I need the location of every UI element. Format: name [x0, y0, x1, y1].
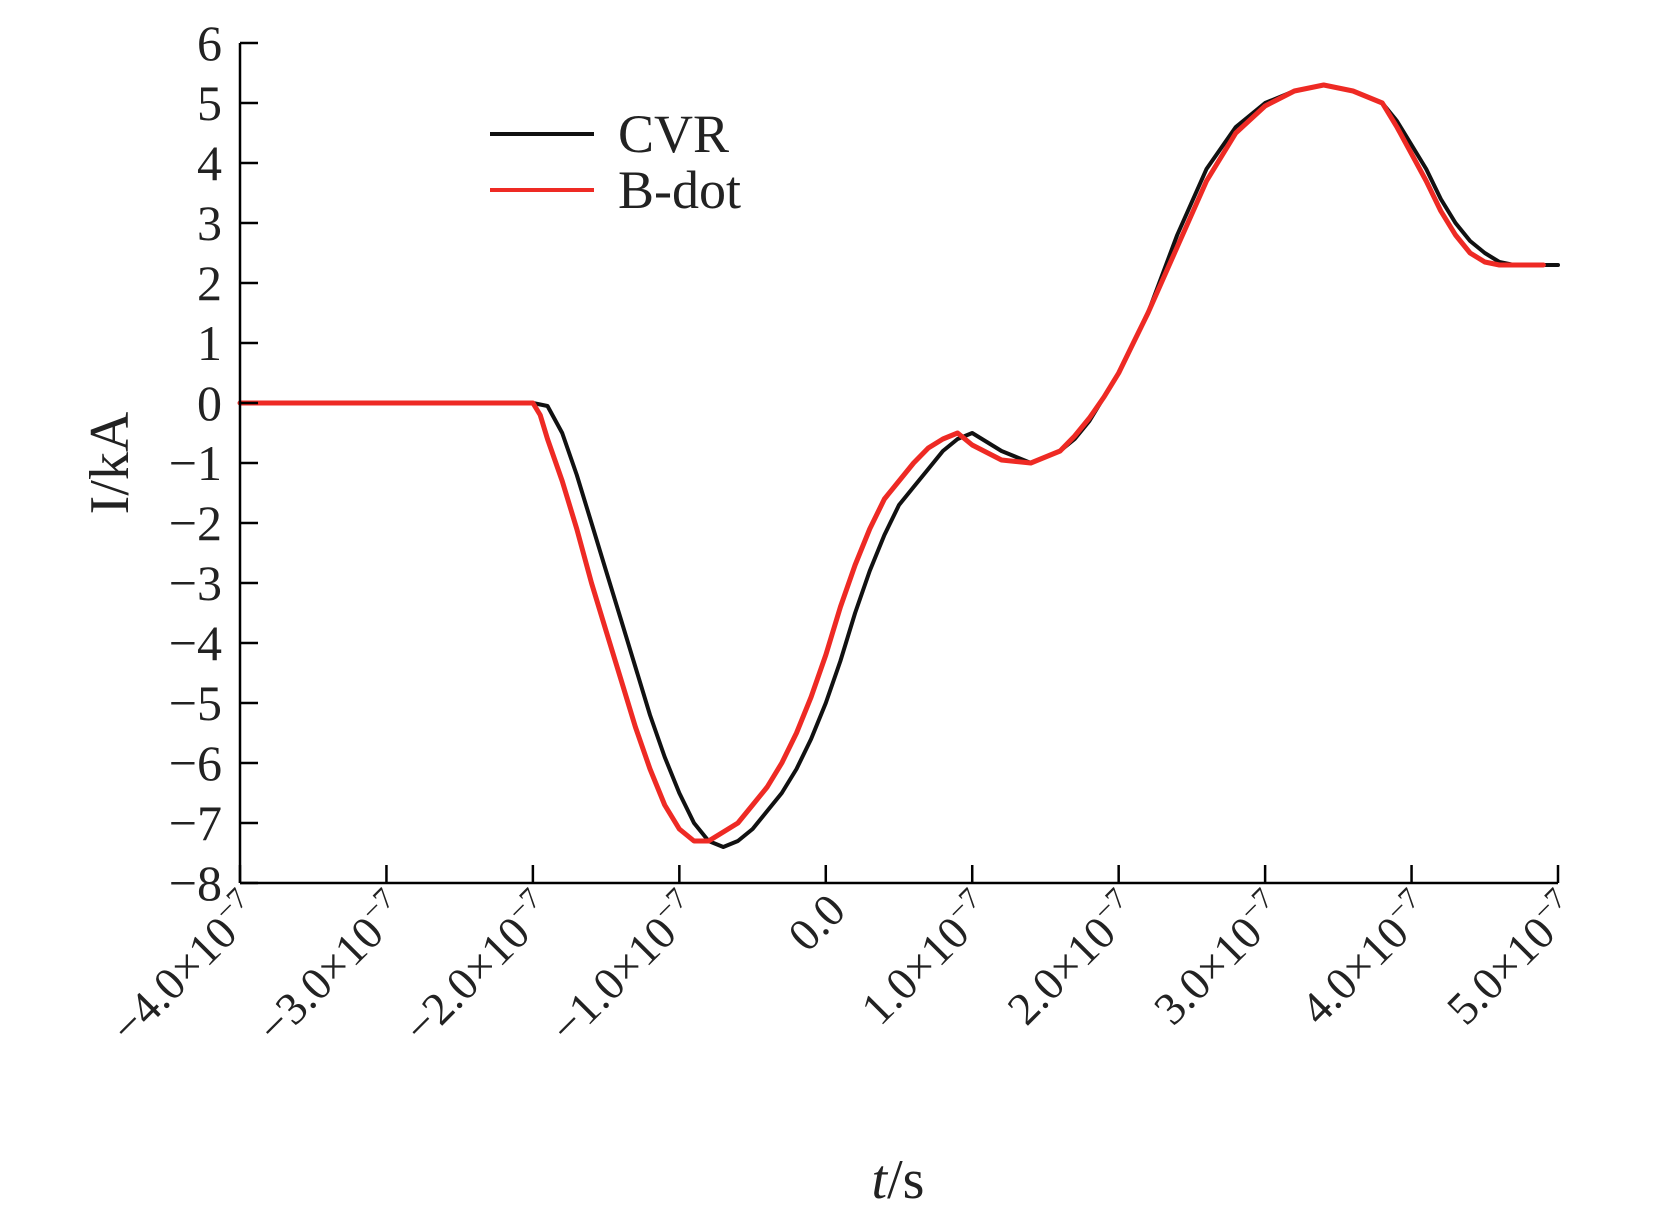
x-tick-mantissa: −4.0×10	[101, 907, 247, 1053]
y-tick-label: −7	[169, 795, 222, 851]
legend-label-cvr: CVR	[618, 104, 729, 164]
x-tick-mantissa: −2.0×10	[393, 907, 539, 1053]
x-tick-mantissa: −3.0×10	[247, 907, 393, 1053]
y-tick-label: 4	[197, 135, 222, 191]
y-tick-label: 2	[197, 255, 222, 311]
y-tick-label: −3	[169, 555, 222, 611]
x-tick-mantissa: 3.0×10	[1144, 907, 1272, 1035]
y-tick-label: 0	[197, 375, 222, 431]
x-tick-mantissa: 4.0×10	[1290, 907, 1418, 1035]
x-ticks: −4.0×10−7−3.0×10−7−2.0×10−7−1.0×10−7 0.01…	[101, 865, 1587, 1053]
y-tick-label: 1	[197, 315, 222, 371]
series-cvr-line	[238, 83, 1560, 849]
x-tick-label: 1.0×10−7	[849, 882, 1001, 1034]
x-tick-label: −2.0×10−7	[391, 882, 562, 1053]
legend: CVR B-dot	[490, 104, 741, 220]
x-tick-label: 4.0×10−7	[1288, 882, 1440, 1034]
x-axis-label: t/s	[872, 1149, 925, 1209]
x-tick-label: −1.0×10−7	[538, 882, 709, 1053]
y-axis-label: I/kA	[79, 411, 141, 514]
y-tick-label: 3	[197, 195, 222, 251]
x-tick-label: −3.0×10−7	[245, 882, 416, 1053]
series-bdot-line	[237, 82, 1546, 844]
y-tick-label: −6	[169, 735, 222, 791]
x-axis-label-var: t	[872, 1149, 889, 1209]
y-tick-label: −5	[169, 675, 222, 731]
y-tick-label: −8	[169, 855, 222, 911]
y-tick-label: −4	[169, 615, 222, 671]
x-tick-mantissa: −1.0×10	[540, 907, 686, 1053]
x-tick-mantissa: 1.0×10	[851, 907, 979, 1035]
y-tick-label: 6	[197, 15, 222, 71]
x-tick-mantissa: 2.0×10	[998, 907, 1126, 1035]
x-tick-label: 2.0×10−7	[995, 882, 1147, 1034]
x-tick-label: 5.0×10−7	[1435, 882, 1587, 1034]
x-tick-label: 3.0×10−7	[1142, 882, 1294, 1034]
y-tick-label: −2	[169, 495, 222, 551]
x-tick-mantissa: 0.0	[778, 884, 855, 961]
plot-lines	[237, 82, 1560, 849]
x-tick-label: 0.0	[778, 884, 855, 961]
x-axis-label-unit: /s	[887, 1149, 924, 1209]
x-tick-mantissa: 5.0×10	[1437, 907, 1565, 1035]
legend-label-bdot: B-dot	[618, 160, 741, 220]
y-tick-label: 5	[197, 75, 222, 131]
y-tick-label: −1	[169, 435, 222, 491]
